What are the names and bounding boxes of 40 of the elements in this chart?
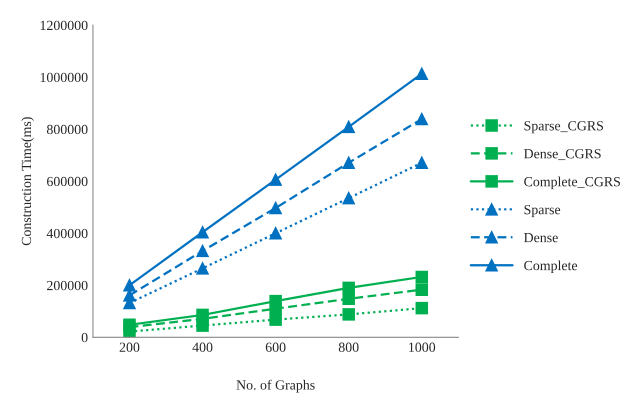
point bbox=[342, 120, 355, 134]
x-axis-title: No. of Graphs bbox=[236, 380, 315, 392]
y-tick-label: 1000000 bbox=[40, 72, 88, 82]
y-tick-label: 1200000 bbox=[40, 20, 88, 30]
point bbox=[196, 226, 209, 238]
x-tick-label: 600 bbox=[266, 342, 286, 352]
legend-label: Sparse_CGRS bbox=[524, 121, 603, 134]
legend-label: Dense_CGRS bbox=[524, 149, 601, 160]
y-tick-label: 0 bbox=[82, 332, 88, 342]
point bbox=[342, 156, 355, 169]
point bbox=[196, 244, 209, 258]
y-axis-title: Construction Time(ms) bbox=[21, 117, 34, 246]
x-tick-label: 400 bbox=[192, 342, 212, 352]
point bbox=[342, 308, 355, 321]
y-tick-label: 800000 bbox=[46, 124, 88, 134]
point bbox=[269, 202, 282, 214]
point bbox=[269, 294, 282, 308]
y-tick-label: 200000 bbox=[47, 280, 88, 290]
x-tick-label: 800 bbox=[338, 342, 359, 352]
legend-label: Complete bbox=[524, 260, 578, 274]
point bbox=[416, 270, 428, 284]
point bbox=[269, 173, 282, 186]
legend-label: Dense bbox=[524, 233, 558, 242]
point bbox=[196, 262, 209, 275]
point bbox=[416, 156, 428, 169]
y-tick-label: 600000 bbox=[47, 176, 88, 186]
point bbox=[416, 302, 428, 314]
x-tick-label: 1000 bbox=[409, 342, 436, 352]
point bbox=[269, 226, 282, 240]
x-tick-label: 200 bbox=[120, 342, 140, 352]
legend-label: Complete_CGRS bbox=[524, 176, 620, 190]
point bbox=[196, 308, 209, 322]
point bbox=[416, 283, 428, 296]
point bbox=[123, 279, 136, 292]
legend-label: Sparse bbox=[524, 204, 560, 218]
point bbox=[416, 112, 428, 126]
point bbox=[342, 282, 355, 294]
y-tick-label: 400000 bbox=[46, 228, 88, 238]
point bbox=[416, 68, 428, 80]
point bbox=[342, 192, 355, 204]
